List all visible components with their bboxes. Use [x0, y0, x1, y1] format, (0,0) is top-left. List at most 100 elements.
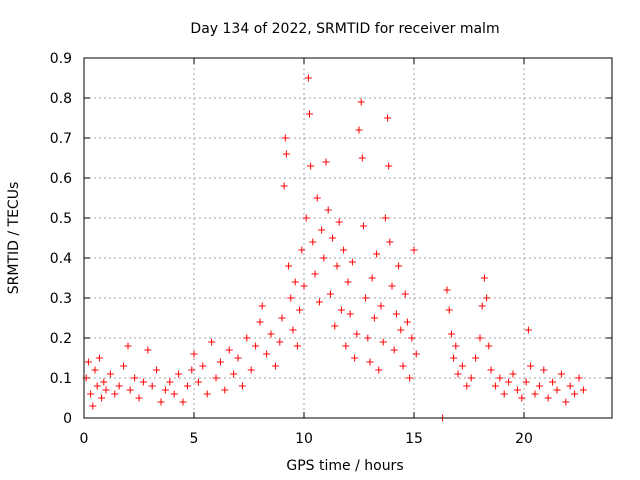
data-point — [216, 358, 224, 366]
data-point — [571, 390, 579, 398]
data-point — [175, 370, 183, 378]
data-point — [491, 382, 499, 390]
data-point — [445, 306, 453, 314]
data-point — [194, 378, 202, 386]
plot-frame — [83, 57, 613, 419]
data-point — [102, 386, 110, 394]
x-axis-label: GPS time / hours — [286, 458, 403, 474]
data-point — [443, 286, 451, 294]
data-point — [375, 366, 383, 374]
x-tick-label: 15 — [405, 431, 423, 447]
data-point — [399, 362, 407, 370]
data-point — [153, 366, 161, 374]
data-point — [535, 382, 543, 390]
data-point — [281, 134, 289, 142]
data-point — [320, 254, 328, 262]
data-point — [98, 394, 106, 402]
data-point — [89, 402, 97, 410]
data-point — [450, 354, 458, 362]
data-point — [403, 318, 411, 326]
data-point — [293, 342, 301, 350]
y-tick-label: 0.8 — [50, 91, 72, 107]
data-point — [243, 334, 251, 342]
data-point — [333, 262, 341, 270]
data-point — [412, 350, 420, 358]
data-point — [87, 390, 95, 398]
data-point — [549, 378, 557, 386]
data-point — [306, 110, 313, 118]
y-tick-label: 0.9 — [50, 51, 72, 67]
data-point — [463, 382, 471, 390]
data-point — [326, 290, 334, 298]
y-tick-label: 0.4 — [50, 251, 72, 267]
data-point — [485, 342, 493, 350]
y-tick-label: 0.1 — [50, 371, 72, 387]
data-point — [527, 362, 535, 370]
data-point — [278, 314, 286, 322]
data-point — [144, 346, 152, 354]
data-point — [447, 330, 455, 338]
data-point — [337, 306, 345, 314]
data-point — [362, 294, 370, 302]
data-point — [126, 386, 134, 394]
data-point — [188, 366, 196, 374]
data-point — [368, 274, 376, 282]
data-point — [329, 234, 337, 242]
data-point — [408, 334, 416, 342]
y-axis-label: SRMTID / TECUs — [6, 182, 22, 295]
data-point — [500, 390, 508, 398]
data-point — [298, 246, 306, 254]
data-point — [379, 338, 387, 346]
data-point — [287, 294, 295, 302]
data-point — [575, 374, 583, 382]
data-point — [553, 386, 561, 394]
data-point — [390, 346, 398, 354]
data-point — [95, 354, 103, 362]
data-point — [351, 354, 359, 362]
data-point — [357, 98, 365, 106]
data-point — [355, 126, 363, 134]
data-point — [93, 382, 101, 390]
x-tick-label: 10 — [295, 431, 313, 447]
data-point — [256, 318, 264, 326]
data-point — [509, 370, 517, 378]
data-point — [377, 302, 385, 310]
data-point — [496, 374, 504, 382]
data-points — [82, 74, 587, 422]
data-point — [258, 302, 266, 310]
data-point — [309, 238, 317, 246]
y-tick-label: 0.5 — [50, 211, 72, 227]
data-point — [388, 282, 396, 290]
data-point — [263, 350, 271, 358]
data-point — [454, 370, 462, 378]
data-point — [566, 382, 574, 390]
data-point — [518, 394, 526, 402]
data-point — [410, 246, 418, 254]
data-point — [370, 314, 378, 322]
data-point — [282, 150, 290, 158]
data-point — [183, 382, 191, 390]
data-point — [353, 330, 361, 338]
data-point — [340, 246, 348, 254]
x-tick-label: 0 — [80, 431, 89, 447]
data-point — [280, 182, 288, 190]
data-point — [324, 206, 332, 214]
data-point — [342, 342, 350, 350]
data-point — [190, 350, 198, 358]
data-point — [452, 342, 460, 350]
y-tick-label: 0.3 — [50, 291, 72, 307]
data-point — [346, 310, 354, 318]
data-point — [271, 362, 279, 370]
data-point — [513, 386, 521, 394]
data-point — [381, 214, 389, 222]
chart-title: Day 134 of 2022, SRMTID for receiver mal… — [190, 21, 499, 37]
data-point — [307, 162, 315, 170]
data-point — [397, 326, 405, 334]
data-point — [221, 386, 229, 394]
data-point — [505, 378, 513, 386]
data-point — [199, 362, 207, 370]
data-point — [225, 346, 233, 354]
data-point — [311, 270, 319, 278]
data-point — [106, 370, 114, 378]
